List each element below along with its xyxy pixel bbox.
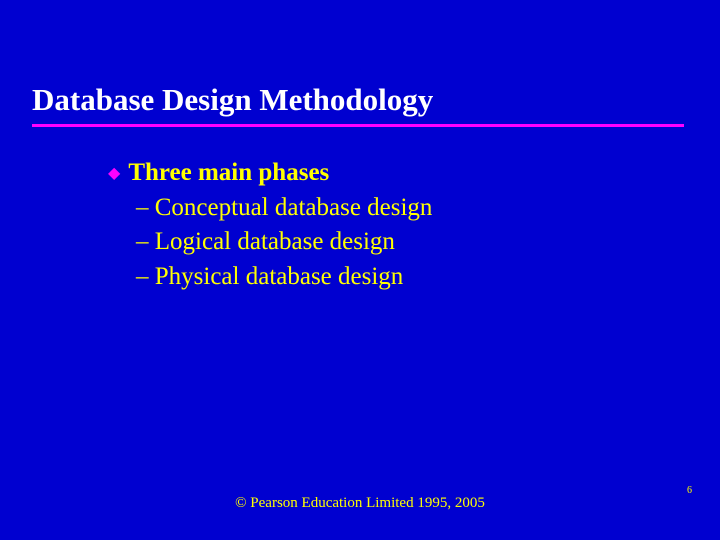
sub-bullet: – Conceptual database design [136, 191, 432, 226]
sub-bullet-text: – Logical database design [136, 225, 395, 260]
sub-bullet-text: – Conceptual database design [136, 191, 432, 226]
sub-bullet: – Logical database design [136, 225, 432, 260]
diamond-bullet-icon: ◆ [108, 163, 120, 185]
bullet-lead-text: Three main phases [128, 156, 329, 191]
page-number: 6 [687, 485, 692, 496]
slide-title: Database Design Methodology [32, 82, 433, 118]
bullet-row: ◆ Three main phases [108, 156, 432, 191]
sub-bullet-text: – Physical database design [136, 260, 403, 295]
slide: Database Design Methodology ◆ Three main… [0, 0, 720, 540]
title-container: Database Design Methodology [32, 82, 688, 118]
slide-body: ◆ Three main phases – Conceptual databas… [108, 156, 432, 294]
sub-bullet: – Physical database design [136, 260, 432, 295]
footer-copyright: © Pearson Education Limited 1995, 2005 [0, 495, 720, 512]
title-underline [32, 124, 684, 127]
